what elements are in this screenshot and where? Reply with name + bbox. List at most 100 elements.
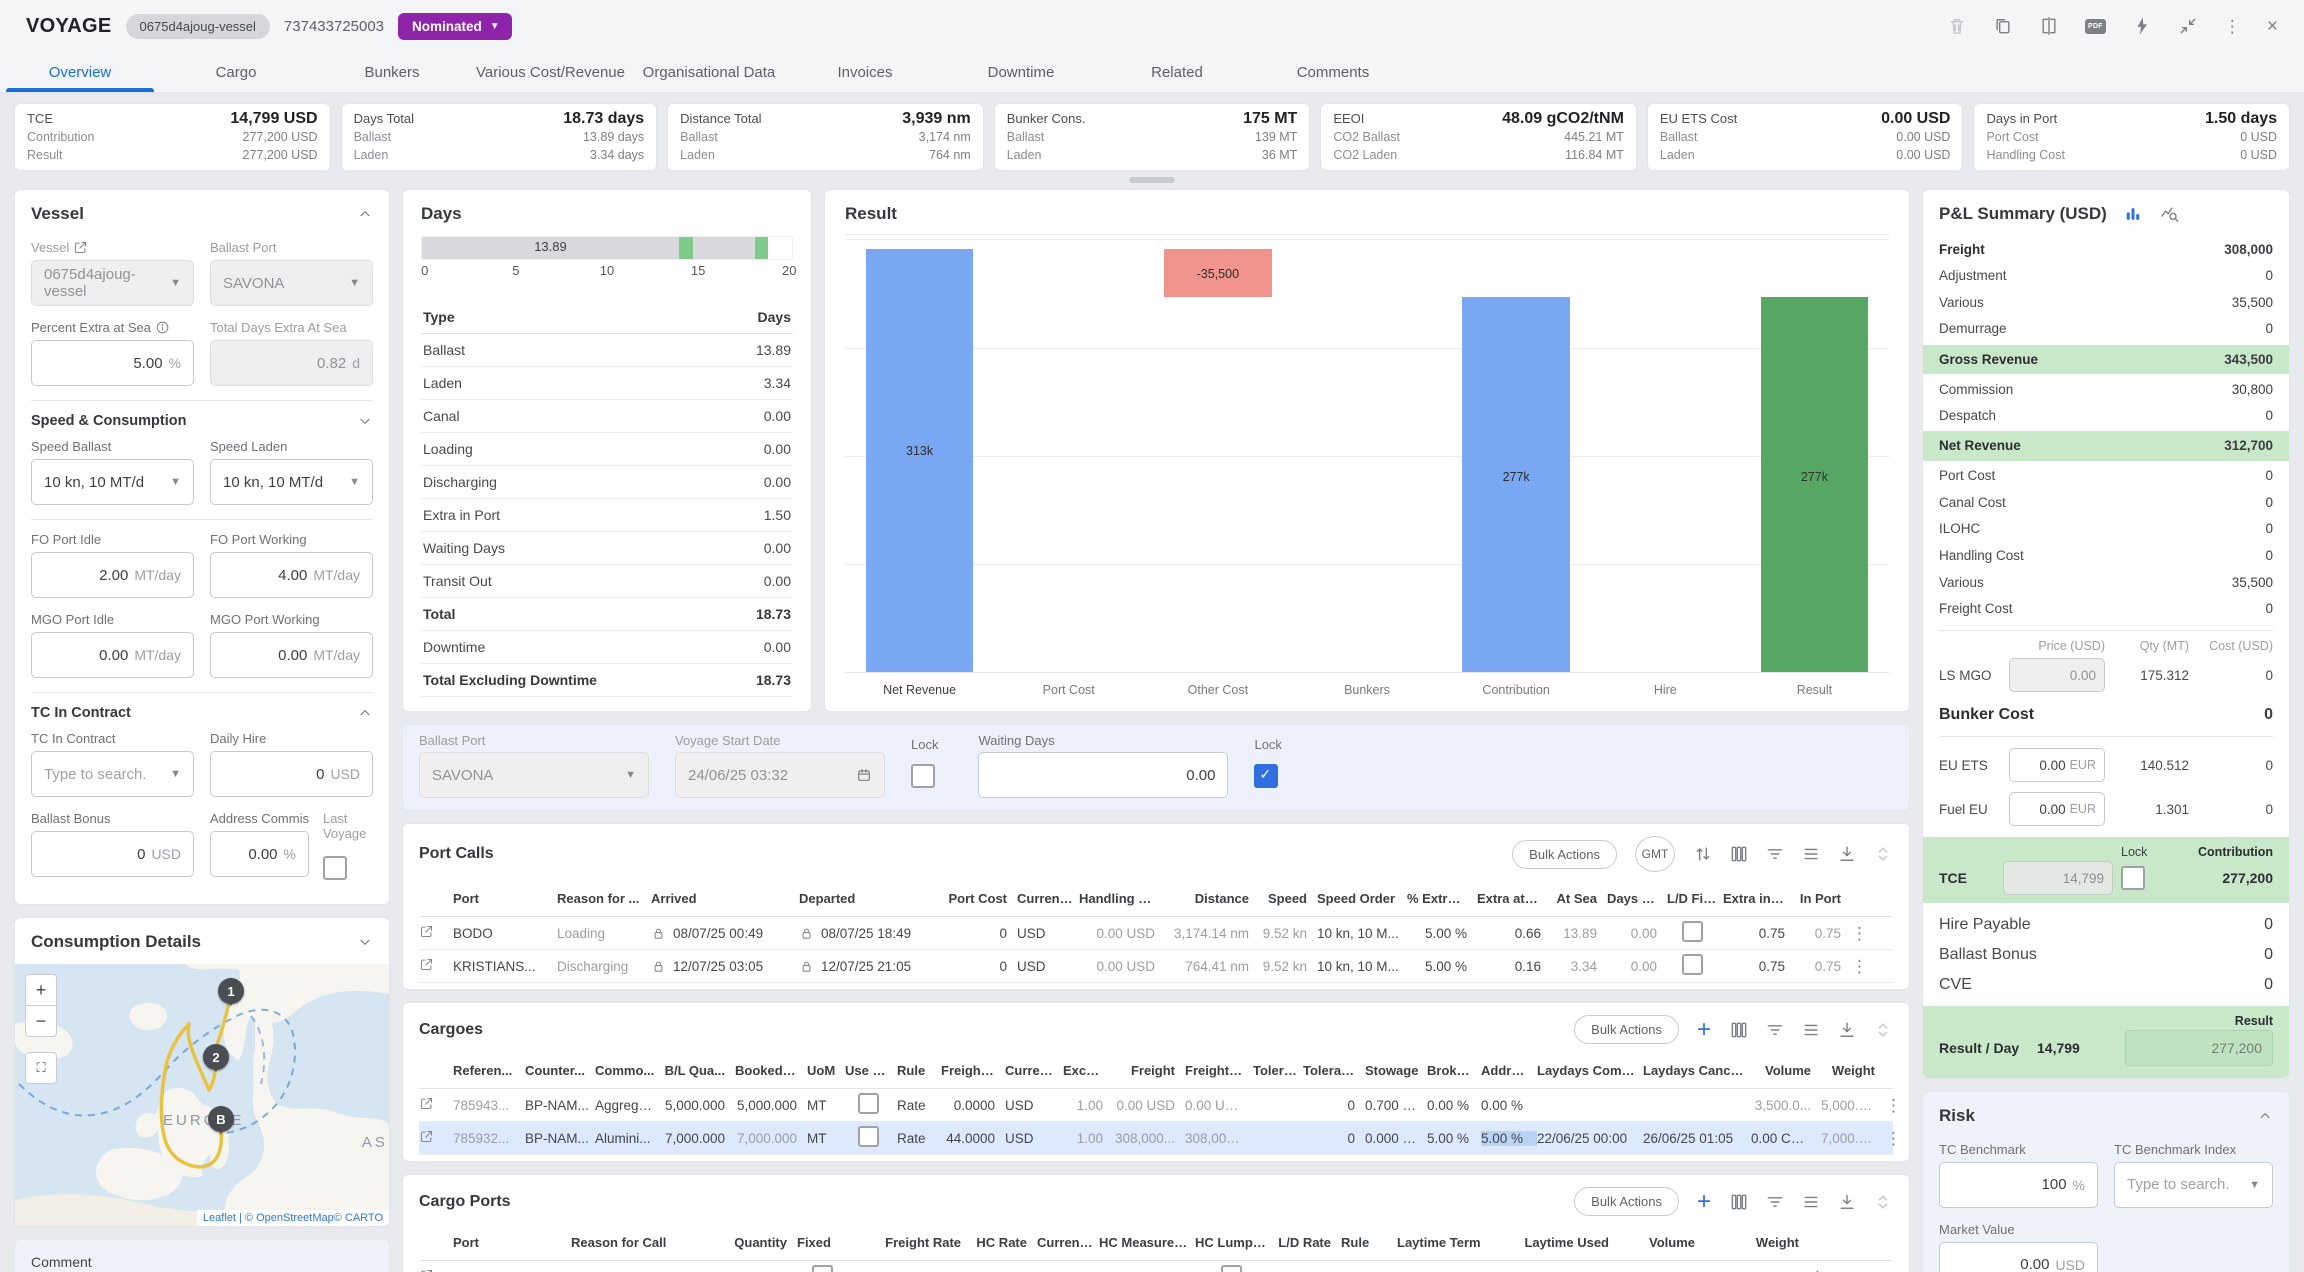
tab-comments[interactable]: Comments bbox=[1296, 63, 1370, 81]
tc-benchmark-input[interactable]: 100% bbox=[1939, 1161, 2098, 1208]
tc-in-contract-select[interactable]: Type to search. ▼ bbox=[31, 751, 194, 798]
collapse-columns-icon[interactable] bbox=[1873, 1192, 1893, 1212]
percent-extra-at-sea-input[interactable]: 5.00% bbox=[31, 340, 194, 387]
chevron-down-icon[interactable] bbox=[357, 413, 373, 429]
row-menu-icon[interactable]: ⋮ bbox=[1851, 957, 1868, 975]
row-menu-icon[interactable]: ⋮ bbox=[1885, 1096, 1902, 1114]
speed-laden-select[interactable]: 10 kn, 10 MT/d ▼ bbox=[210, 459, 373, 506]
table-row-selected[interactable]: 785932... BP-NAM... Alumini... 7,000.000… bbox=[419, 1122, 1902, 1156]
chart-bar-other-cost[interactable]: -35,500 bbox=[1143, 239, 1292, 672]
chevron-down-icon[interactable] bbox=[357, 934, 373, 950]
filter-icon[interactable] bbox=[1765, 844, 1785, 864]
chevron-up-icon[interactable] bbox=[357, 705, 373, 721]
chart-bar-contribution[interactable]: 277k bbox=[1442, 239, 1591, 673]
open-row-icon[interactable] bbox=[419, 924, 434, 939]
map-marker[interactable]: B bbox=[208, 1106, 234, 1135]
collapse-icon[interactable] bbox=[2178, 16, 2198, 36]
open-row-icon[interactable] bbox=[419, 1129, 434, 1144]
density-icon[interactable] bbox=[1801, 1020, 1821, 1040]
tab-downtime[interactable]: Downtime bbox=[987, 63, 1055, 81]
waiting-days-input[interactable]: 0.00 bbox=[978, 752, 1229, 799]
tab-related[interactable]: Related bbox=[1151, 63, 1203, 81]
copy-icon[interactable] bbox=[1993, 16, 2013, 36]
fuel-eu-price-input[interactable]: 0.00 EUR bbox=[2009, 792, 2105, 827]
map-marker[interactable]: 1 bbox=[218, 978, 244, 1007]
route-map[interactable]: + − ⛶ 1 2 B EUROPE ASI Leaflet | © OpenS… bbox=[15, 964, 389, 1227]
chart-bar-result[interactable]: 277k bbox=[1740, 239, 1889, 673]
calendar-icon[interactable] bbox=[856, 767, 872, 783]
close-icon[interactable]: × bbox=[2266, 15, 2278, 37]
tab-cargo[interactable]: Cargo bbox=[215, 63, 257, 81]
tce-lock-checkbox[interactable] bbox=[2121, 866, 2145, 891]
table-row[interactable]: KRISTIANS... Discharging 12/07/25 03:05 … bbox=[419, 950, 1893, 984]
row-menu-icon[interactable]: ⋮ bbox=[1885, 1129, 1902, 1147]
collapse-columns-icon[interactable] bbox=[1873, 1020, 1893, 1040]
mgo-port-working-input[interactable]: 0.00 MT/day bbox=[210, 632, 373, 679]
chevron-up-icon[interactable] bbox=[357, 206, 373, 222]
download-icon[interactable] bbox=[1837, 1020, 1857, 1040]
ld-fixed-checkbox[interactable] bbox=[1681, 954, 1703, 976]
chart-bar-hire[interactable] bbox=[1591, 239, 1740, 672]
tab-various-cost-revenue[interactable]: Various Cost/Revenue bbox=[476, 63, 625, 81]
bulk-actions-button[interactable]: Bulk Actions bbox=[1574, 1015, 1679, 1045]
open-row-icon[interactable] bbox=[419, 957, 434, 972]
bulk-actions-button[interactable]: Bulk Actions bbox=[1574, 1187, 1679, 1217]
collapse-columns-icon[interactable] bbox=[1873, 844, 1893, 864]
map-fullscreen-button[interactable]: ⛶ bbox=[25, 1052, 57, 1085]
table-row[interactable]: BODO Loading 7,000.00 MT 0.0000 USD 0.00… bbox=[419, 1261, 1893, 1272]
row-menu-icon[interactable]: ⋮ bbox=[1851, 924, 1868, 942]
map-attribution[interactable]: Leaflet | © OpenStreetMap© CARTO bbox=[196, 1210, 389, 1227]
ballast-bonus-input[interactable]: 0 USD bbox=[31, 831, 194, 878]
tc-benchmark-index-select[interactable]: Type to search. ▼ bbox=[2114, 1161, 2273, 1208]
bar-chart-icon[interactable] bbox=[2123, 204, 2143, 224]
quick-actions-icon[interactable] bbox=[2132, 16, 2152, 36]
more-icon[interactable]: ⋮ bbox=[2223, 16, 2241, 36]
open-row-icon[interactable] bbox=[419, 1268, 434, 1272]
add-cargo-button[interactable]: + bbox=[1696, 1015, 1711, 1043]
status-dropdown[interactable]: Nominated ▼ bbox=[398, 12, 512, 40]
chart-explore-icon[interactable] bbox=[2159, 204, 2179, 224]
columns-icon[interactable] bbox=[1729, 844, 1749, 864]
columns-icon[interactable] bbox=[1729, 1020, 1749, 1040]
fixed-checkbox[interactable] bbox=[811, 1265, 833, 1272]
chevron-up-icon[interactable] bbox=[2257, 1108, 2273, 1124]
tab-organisational-data[interactable]: Organisational Data bbox=[642, 63, 776, 81]
market-value-input[interactable]: 0.00 USD bbox=[1939, 1241, 2098, 1272]
density-icon[interactable] bbox=[1801, 844, 1821, 864]
gmt-button[interactable]: GMT bbox=[1635, 836, 1675, 873]
waiting-days-lock-checkbox[interactable] bbox=[1254, 764, 1279, 789]
start-date-lock-checkbox[interactable] bbox=[911, 764, 935, 789]
speed-ballast-select[interactable]: 10 kn, 10 MT/d ▼ bbox=[31, 459, 194, 506]
download-icon[interactable] bbox=[1837, 1192, 1857, 1212]
filter-icon[interactable] bbox=[1765, 1020, 1785, 1040]
columns-icon[interactable] bbox=[1729, 1192, 1749, 1212]
tab-bunkers[interactable]: Bunkers bbox=[364, 63, 420, 81]
compare-icon[interactable] bbox=[2039, 16, 2059, 36]
fo-port-working-input[interactable]: 4.00 MT/day bbox=[210, 552, 373, 599]
voyage-start-date-input[interactable]: 24/06/25 03:32 bbox=[675, 752, 885, 799]
kpi-resize-handle[interactable] bbox=[1129, 177, 1175, 184]
table-row[interactable]: BODO Loading 08/07/25 00:49 08/07/25 18:… bbox=[419, 917, 1893, 951]
daily-hire-input[interactable]: 0 USD bbox=[210, 751, 373, 798]
bulk-actions-button[interactable]: Bulk Actions bbox=[1512, 839, 1617, 869]
sort-icon[interactable] bbox=[1693, 844, 1713, 864]
tab-overview[interactable]: Overview bbox=[2, 52, 158, 92]
use-margin-checkbox[interactable] bbox=[857, 1093, 879, 1115]
chart-bar-bunkers[interactable] bbox=[1292, 239, 1441, 672]
address-commission-input[interactable]: 0.00% bbox=[210, 831, 309, 878]
chart-bar-port-cost[interactable] bbox=[994, 239, 1143, 672]
chart-bar-net-revenue[interactable]: 313k bbox=[845, 239, 994, 673]
external-link-icon[interactable] bbox=[73, 240, 88, 255]
density-icon[interactable] bbox=[1801, 1192, 1821, 1212]
mgo-port-idle-input[interactable]: 0.00 MT/day bbox=[31, 632, 194, 679]
map-zoom-in-button[interactable]: + bbox=[25, 974, 57, 1007]
strip-ballast-port-select[interactable]: SAVONA ▼ bbox=[419, 752, 649, 799]
fo-port-idle-input[interactable]: 2.00 MT/day bbox=[31, 552, 194, 599]
filter-icon[interactable] bbox=[1765, 1192, 1785, 1212]
last-voyage-checkbox[interactable] bbox=[322, 856, 347, 881]
vessel-select[interactable]: 0675d4ajoug-vessel ▼ bbox=[31, 260, 194, 307]
tab-invoices[interactable]: Invoices bbox=[837, 63, 893, 81]
map-zoom-out-button[interactable]: − bbox=[25, 1005, 57, 1038]
open-row-icon[interactable] bbox=[419, 1096, 434, 1111]
pdf-export-icon[interactable]: PDF bbox=[2084, 18, 2106, 34]
